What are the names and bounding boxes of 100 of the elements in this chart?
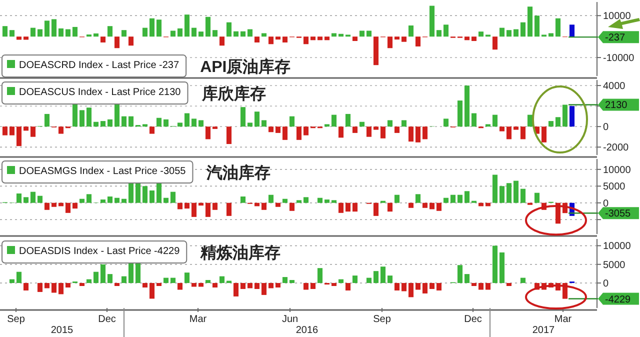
bar	[387, 276, 393, 284]
bar	[492, 114, 498, 127]
y-tick-label: 5000	[603, 182, 626, 193]
text: API原油库存	[200, 58, 291, 76]
bar	[352, 36, 358, 41]
bar	[359, 30, 365, 37]
bar	[100, 121, 106, 127]
bar	[170, 192, 176, 203]
bar	[478, 283, 484, 290]
bar	[156, 20, 162, 37]
bar	[408, 25, 414, 37]
bar	[415, 194, 421, 203]
x-tick-label: Jun	[282, 314, 298, 325]
bar	[107, 26, 113, 37]
bar	[212, 283, 218, 288]
y-tick-label: 10000	[603, 241, 632, 252]
bar	[79, 283, 85, 286]
bar	[121, 198, 127, 203]
bar	[275, 283, 281, 288]
bar	[23, 36, 29, 40]
bar	[464, 36, 470, 40]
y-tick-label: -2000	[603, 142, 630, 154]
bar	[492, 246, 498, 284]
y-tick-label: 10000	[603, 11, 632, 22]
bar	[247, 29, 253, 37]
bar	[212, 202, 218, 210]
bar	[44, 202, 50, 210]
bar	[268, 126, 274, 132]
bar	[51, 19, 57, 37]
bar	[338, 34, 344, 37]
bar	[373, 126, 379, 130]
bar	[114, 198, 120, 203]
bar	[282, 126, 288, 140]
bar	[16, 193, 22, 203]
bar	[485, 283, 491, 290]
bar	[184, 113, 190, 127]
bar	[499, 252, 505, 284]
bar	[72, 26, 78, 37]
chart-title: 库欣库存	[200, 85, 266, 103]
bar	[254, 202, 260, 206]
bar	[331, 283, 337, 286]
bar	[191, 118, 197, 127]
bar	[429, 202, 435, 210]
bar	[114, 36, 120, 48]
bar	[16, 272, 22, 284]
bar	[149, 190, 155, 203]
bar	[198, 32, 204, 37]
bar	[394, 36, 400, 40]
bar	[100, 200, 106, 203]
bar	[506, 126, 512, 140]
bar	[387, 36, 393, 48]
bar	[513, 126, 519, 130]
bar	[324, 124, 330, 127]
bar	[219, 36, 225, 46]
bar	[226, 126, 232, 144]
bar	[261, 202, 267, 210]
bar	[296, 126, 302, 140]
bar	[58, 126, 64, 134]
bar	[436, 30, 442, 37]
bar	[37, 196, 43, 203]
bar	[226, 22, 232, 37]
bar	[142, 124, 148, 127]
bar	[499, 126, 505, 132]
bar	[219, 276, 225, 284]
legend-label: DOEASCRD Index - Last Price -237	[19, 60, 180, 71]
bar	[331, 33, 337, 37]
bar	[464, 274, 470, 284]
bar	[541, 126, 547, 142]
bar	[569, 24, 575, 37]
bar	[128, 36, 134, 46]
bar	[184, 272, 190, 284]
bar	[177, 28, 183, 37]
bar	[191, 202, 197, 217]
bar	[65, 202, 71, 213]
bar	[331, 200, 337, 203]
bar	[142, 28, 148, 37]
bar	[240, 283, 246, 289]
bar	[247, 283, 253, 288]
bar	[16, 36, 22, 40]
bar	[520, 126, 526, 140]
bar	[471, 283, 477, 286]
bar	[422, 126, 428, 140]
bar	[331, 114, 337, 127]
bar	[457, 194, 463, 203]
bar	[345, 202, 351, 212]
bar	[359, 122, 365, 127]
bar	[394, 126, 400, 133]
bar	[527, 6, 533, 37]
bar	[254, 36, 260, 42]
bar	[464, 191, 470, 203]
bar	[429, 6, 435, 37]
bar	[275, 36, 281, 40]
bar	[163, 198, 169, 203]
bar	[324, 200, 330, 203]
bar	[100, 264, 106, 284]
bar	[254, 112, 260, 127]
legend-label: DOEASDIS Index - Last Price -4229	[19, 246, 180, 257]
x-tick-label: Sep	[373, 314, 392, 325]
bar	[163, 119, 169, 127]
bar	[303, 283, 309, 290]
